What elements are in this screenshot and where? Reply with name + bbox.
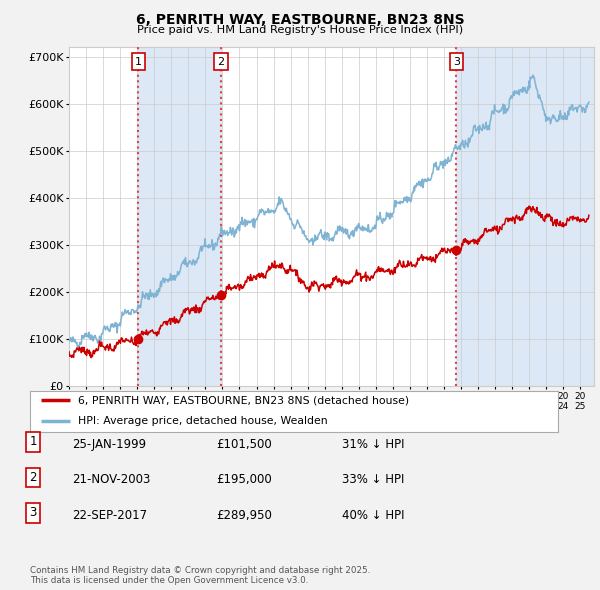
Text: 1: 1 — [29, 435, 37, 448]
Text: 21-NOV-2003: 21-NOV-2003 — [72, 473, 151, 486]
Text: Contains HM Land Registry data © Crown copyright and database right 2025.
This d: Contains HM Land Registry data © Crown c… — [30, 566, 370, 585]
Text: 3: 3 — [453, 57, 460, 67]
Text: £195,000: £195,000 — [216, 473, 272, 486]
Text: 2: 2 — [217, 57, 224, 67]
Text: 2: 2 — [29, 471, 37, 484]
Text: 6, PENRITH WAY, EASTBOURNE, BN23 8NS: 6, PENRITH WAY, EASTBOURNE, BN23 8NS — [136, 13, 464, 27]
Text: 6, PENRITH WAY, EASTBOURNE, BN23 8NS (detached house): 6, PENRITH WAY, EASTBOURNE, BN23 8NS (de… — [77, 395, 409, 405]
Bar — [139, 47, 221, 386]
Text: 33% ↓ HPI: 33% ↓ HPI — [342, 473, 404, 486]
Text: 40% ↓ HPI: 40% ↓ HPI — [342, 509, 404, 522]
Text: 25-JAN-1999: 25-JAN-1999 — [72, 438, 146, 451]
Text: 3: 3 — [29, 506, 37, 519]
Text: 22-SEP-2017: 22-SEP-2017 — [72, 509, 147, 522]
Text: HPI: Average price, detached house, Wealden: HPI: Average price, detached house, Weal… — [77, 416, 327, 426]
Text: Price paid vs. HM Land Registry's House Price Index (HPI): Price paid vs. HM Land Registry's House … — [137, 25, 463, 35]
Bar — [457, 47, 594, 386]
Text: 1: 1 — [135, 57, 142, 67]
Text: £289,950: £289,950 — [216, 509, 272, 522]
Text: £101,500: £101,500 — [216, 438, 272, 451]
Text: 31% ↓ HPI: 31% ↓ HPI — [342, 438, 404, 451]
